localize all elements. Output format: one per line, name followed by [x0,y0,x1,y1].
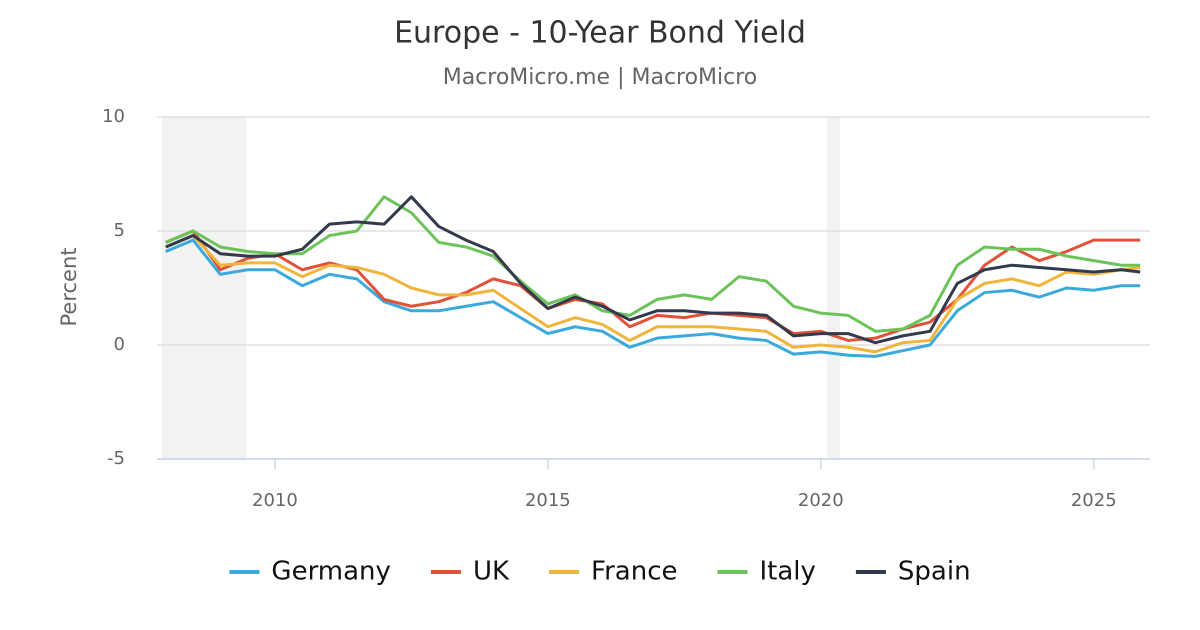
series-line [165,238,1141,358]
x-tick-label: 2025 [1071,490,1117,511]
shaded-range [826,117,840,459]
x-tick-label: 2010 [252,490,298,511]
y-axis-label: Percent [57,247,81,326]
legend-label: Spain [898,557,971,587]
legend-label: Germany [271,557,391,587]
y-tick-label: -5 [107,448,125,469]
x-tick-label: 2020 [798,490,844,511]
y-tick-label: 5 [114,220,125,241]
x-tick-label: 2015 [525,490,571,511]
series-line [165,195,1141,333]
y-tick-label: 10 [102,106,125,127]
series-line [165,229,1141,342]
legend-label: France [591,557,677,587]
legend-label: Italy [760,557,816,587]
chart-title: Europe - 10-Year Bond Yield [394,16,806,51]
series-line [165,195,1141,345]
y-tick-label: 0 [114,334,125,355]
legend-label: UK [473,557,510,587]
series-line [165,234,1141,354]
chart-subtitle: MacroMicro.me | MacroMicro [443,65,758,90]
shaded-range [161,117,247,459]
